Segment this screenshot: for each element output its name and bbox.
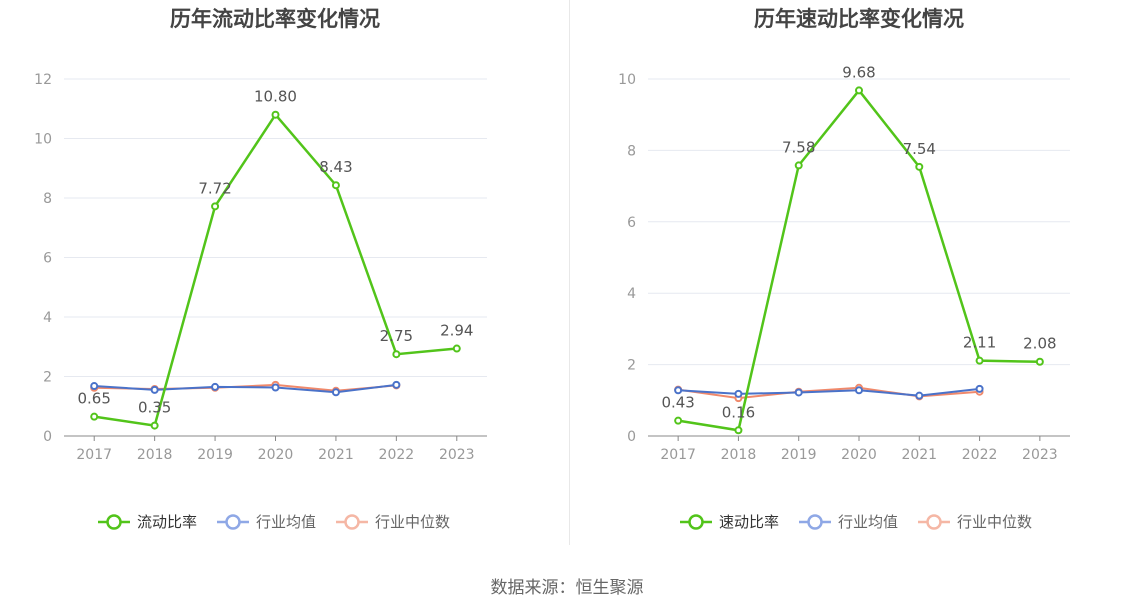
- x-tick-label: 2018: [721, 447, 757, 463]
- y-tick-label: 4: [43, 310, 52, 326]
- data-point: [734, 389, 743, 398]
- data-label: 7.58: [782, 138, 815, 156]
- x-tick-label: 2021: [318, 447, 354, 463]
- x-tick-label: 2022: [962, 447, 998, 463]
- data-label: 7.72: [198, 179, 231, 197]
- chart-panel-1: 历年流动比率变化情况 0 2 4 6 8 10 12 2017 2018 2019 2020 2021 2…: [34, 7, 487, 531]
- series-line-1: [94, 112, 457, 427]
- data-point: [392, 380, 401, 389]
- data-label: 2.11: [963, 334, 996, 352]
- legend-label: 行业均值: [256, 513, 316, 531]
- x-tick-label: 2017: [660, 447, 696, 463]
- x-tick-label: 2021: [901, 447, 937, 463]
- x-tick-label: 2019: [781, 447, 817, 463]
- y-tick-label: 8: [627, 143, 636, 159]
- chart-panel-2: 历年速动比率变化情况 0 2 4 6 8 10 2017 2018 2019 2020 2021 202…: [618, 7, 1070, 531]
- series-line-2: [94, 383, 397, 394]
- data-point: [331, 388, 340, 397]
- x-tick-label: 2022: [379, 447, 415, 463]
- legend-item-2: 行业均值: [799, 513, 898, 531]
- data-point: [915, 391, 924, 400]
- legend-item-1: 速动比率: [680, 513, 779, 531]
- data-point: [794, 388, 803, 397]
- y-tick-label: 8: [43, 191, 52, 207]
- x-tick-label: 2018: [137, 447, 173, 463]
- legend-label: 速动比率: [719, 513, 779, 531]
- data-label: 7.54: [903, 140, 936, 158]
- legend-swatch-marker: [106, 514, 122, 530]
- y-tick-label: 2: [627, 358, 636, 374]
- y-tick-label: 10: [34, 132, 52, 148]
- data-label: 0.16: [722, 403, 755, 421]
- data-source-label: 数据来源：恒生聚源: [490, 578, 644, 598]
- legend-item-1: 流动比率: [98, 513, 197, 531]
- chart-title: 历年流动比率变化情况: [170, 7, 380, 31]
- data-point: [271, 383, 280, 392]
- data-point: [452, 344, 461, 353]
- legend-swatch-marker: [926, 514, 942, 530]
- data-point: [734, 426, 743, 435]
- data-label: 2.94: [440, 322, 473, 340]
- data-point: [674, 416, 683, 425]
- chart-canvas: 历年流动比率变化情况 0 2 4 6 8 10 12 2017 2018 2019 2020 2021 2…: [34, 7, 1070, 531]
- data-label: 8.43: [319, 158, 352, 176]
- y-tick-label: 4: [627, 286, 636, 302]
- y-tick-label: 6: [43, 251, 52, 267]
- data-point: [392, 350, 401, 359]
- legend-label: 行业中位数: [957, 513, 1032, 531]
- y-tick-label: 0: [627, 429, 636, 445]
- data-label: 0.43: [661, 394, 694, 412]
- data-point: [90, 382, 99, 391]
- legend-label: 行业中位数: [375, 513, 450, 531]
- data-point: [90, 412, 99, 421]
- legend-swatch-marker: [807, 514, 823, 530]
- data-point: [855, 386, 863, 395]
- panel-divider: [569, 0, 570, 545]
- x-tick-label: 2019: [197, 447, 233, 463]
- y-tick-label: 0: [43, 429, 52, 445]
- data-point: [915, 162, 924, 171]
- series-line-2: [678, 387, 980, 397]
- x-tick-label: 2023: [439, 447, 475, 463]
- data-point: [271, 110, 280, 119]
- y-tick-label: 2: [43, 370, 52, 386]
- legend-item-3: 行业中位数: [336, 513, 450, 531]
- x-tick-label: 2020: [258, 447, 294, 463]
- legend-label: 流动比率: [137, 513, 197, 531]
- x-tick-label: 2023: [1022, 447, 1058, 463]
- data-label: 0.65: [78, 390, 111, 408]
- data-point: [794, 161, 803, 170]
- legend-swatch-marker: [225, 514, 241, 530]
- data-label: 10.80: [254, 88, 297, 106]
- data-label: 9.68: [842, 63, 875, 81]
- series-line-1: [677, 88, 1040, 432]
- data-point: [150, 385, 159, 394]
- data-label: 2.08: [1023, 335, 1056, 353]
- y-tick-label: 6: [627, 215, 636, 231]
- x-tick-label: 2020: [841, 447, 877, 463]
- data-point: [1035, 357, 1044, 366]
- data-point: [855, 86, 863, 95]
- data-point: [331, 181, 340, 190]
- data-point: [674, 386, 683, 395]
- legend-item-3: 行业中位数: [918, 513, 1032, 531]
- data-point: [211, 202, 220, 211]
- legend-label: 行业均值: [838, 513, 898, 531]
- data-point: [975, 384, 984, 393]
- x-tick-label: 2017: [76, 447, 112, 463]
- legend-swatch-marker: [688, 514, 704, 530]
- chart-title: 历年速动比率变化情况: [754, 7, 964, 31]
- y-tick-label: 12: [34, 72, 52, 88]
- data-label: 0.35: [138, 399, 171, 417]
- y-tick-label: 10: [618, 72, 636, 88]
- data-point: [211, 382, 220, 391]
- data-point: [975, 356, 984, 365]
- legend-swatch-marker: [344, 514, 360, 530]
- data-label: 2.75: [380, 327, 413, 345]
- series-line-3: [678, 386, 980, 400]
- legend-item-2: 行业均值: [217, 513, 316, 531]
- data-point: [150, 421, 159, 430]
